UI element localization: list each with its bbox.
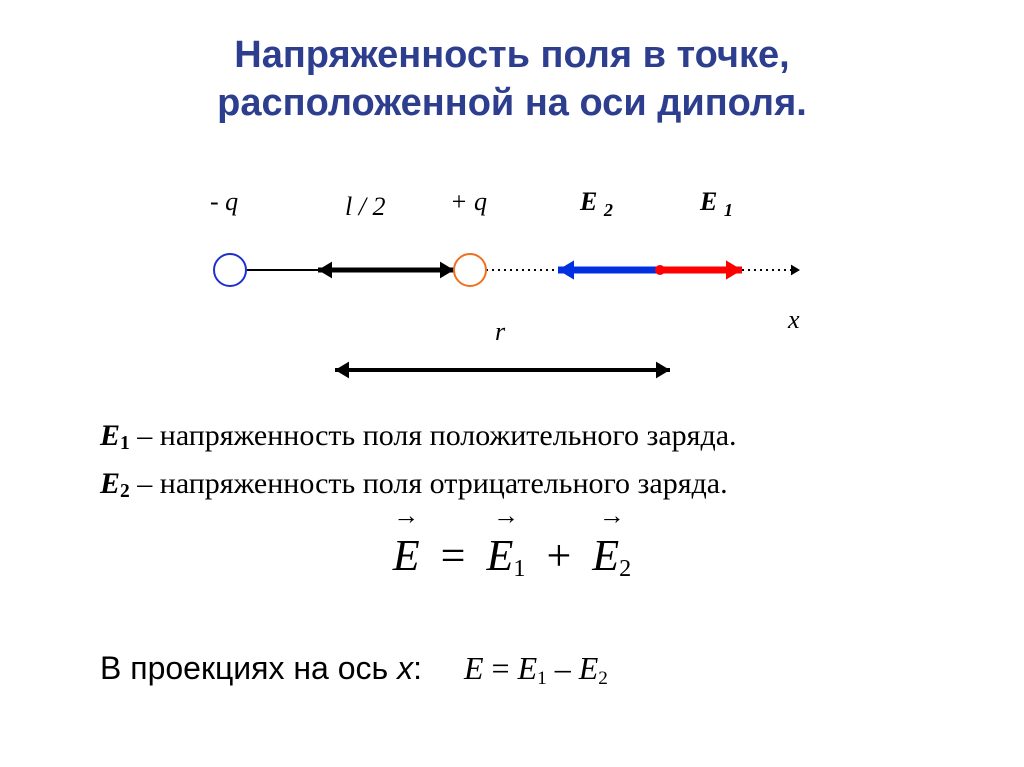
svg-text:E 2: E 2 [579,187,613,220]
legend: E1 – напряженность поля положительного з… [100,412,924,508]
legend-e1-sub: 1 [120,433,130,454]
svg-text:+ q: + q [450,187,487,216]
legend-e1-text: – напряженность поля положительного заря… [130,419,737,452]
legend-e2-sub: 2 [120,481,130,502]
eq-E2: →E2 [592,530,631,583]
svg-text:l / 2: l / 2 [345,192,385,221]
svg-text:r: r [495,317,506,346]
diagram-svg: - q l / 2 + q E 2 E 1 x r [160,170,860,390]
svg-text:E 1: E 1 [699,187,733,220]
vector-equation: →E = →E1 + →E2 [0,530,1024,583]
title-line1: Напряженность поля в точке, [234,34,789,76]
proj-eq: E = E1 – E2 [430,650,608,686]
proj-colon: : [413,650,422,686]
projection-line: В проекциях на ось x: E = E1 – E2 [100,650,924,690]
legend-e2-text: – напряженность поля отрицательного заря… [130,467,728,500]
legend-e1-sym: E [100,419,120,452]
slide-title: Напряженность поля в точке, расположенно… [0,32,1024,127]
title-line2: расположенной на оси диполя. [217,82,807,124]
eq-E1: →E1 [486,530,525,583]
eq-E: →E [393,530,420,581]
svg-text:x: x [787,305,800,334]
proj-x: x [397,650,413,686]
eq-plus: + [536,531,581,580]
svg-text:- q: - q [210,187,238,216]
legend-row-e1: E1 – напряженность поля положительного з… [100,412,924,460]
legend-e2-sym: E [100,467,120,500]
proj-lead: В проекциях на ось [100,650,397,686]
eq-equals: = [431,531,476,580]
dipole-diagram: - q l / 2 + q E 2 E 1 x r [160,170,860,390]
